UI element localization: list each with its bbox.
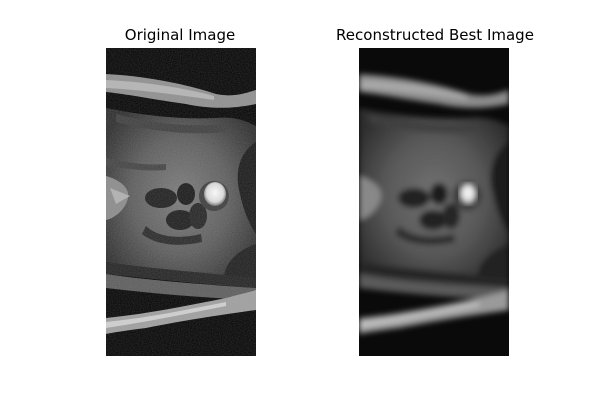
original-image-title: Original Image: [124, 26, 236, 44]
original-mri-image: [106, 48, 256, 356]
reconstructed-image-title: Reconstructed Best Image: [336, 26, 534, 44]
reconstructed-mri-image: [359, 48, 509, 356]
